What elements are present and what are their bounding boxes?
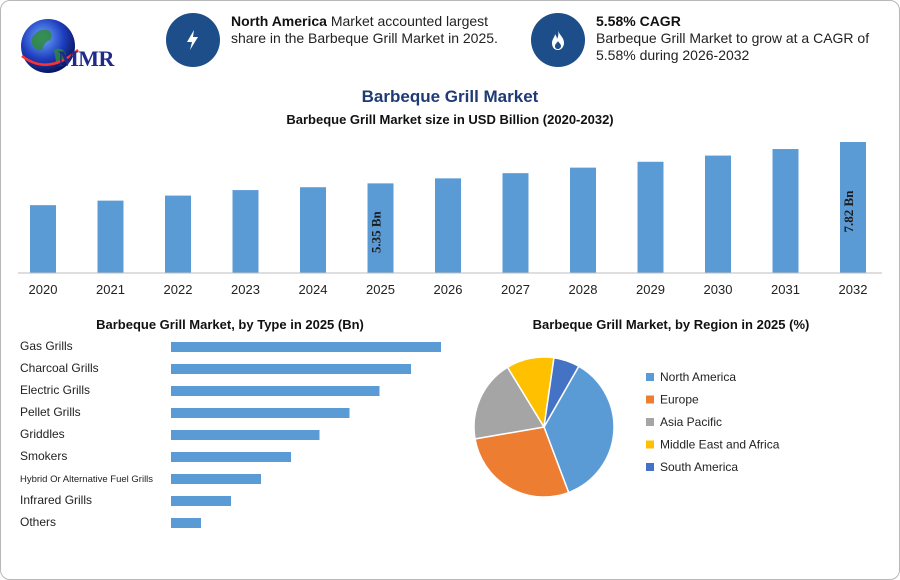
flame-icon: [531, 13, 585, 67]
highlight-text: North America Market accounted largest s…: [231, 13, 506, 47]
type-bar: [171, 342, 441, 352]
x-tick-label: 2022: [164, 282, 193, 297]
bar-2028: [570, 167, 596, 273]
x-tick-label: 2024: [299, 282, 328, 297]
bar-data-label: 7.82 Bn: [841, 190, 856, 233]
type-bar: [171, 386, 380, 396]
x-tick-label: 2020: [29, 282, 58, 297]
bar-2021: [97, 200, 124, 273]
x-tick-label: 2026: [434, 282, 463, 297]
bar-2030: [705, 155, 731, 273]
lightning-icon: [166, 13, 220, 67]
highlight-north-america: North America Market accounted largest s…: [166, 13, 506, 67]
type-label: Gas Grills: [20, 339, 73, 353]
legend-label: South America: [660, 460, 738, 474]
bar-2023: [232, 190, 259, 273]
bar-data-label: 5.35 Bn: [369, 210, 384, 253]
bar-chart-title: Barbeque Grill Market size in USD Billio…: [286, 112, 614, 127]
type-label: Charcoal Grills: [20, 361, 99, 375]
legend-label: North America: [660, 370, 736, 384]
pie-slice: [473, 366, 546, 440]
type-bar: [171, 408, 350, 418]
x-tick-label: 2028: [569, 282, 598, 297]
mmr-logo: [18, 16, 138, 76]
bar-2027: [502, 173, 529, 273]
region-pie-chart: North America Europe Asia Pacific Middle Ea…: [473, 356, 780, 498]
bar-2024: [300, 187, 326, 273]
highlight-text: 5.58% CAGR Barbeque Grill Market to grow…: [596, 13, 876, 64]
region-chart-title: Barbeque Grill Market, by Region in 2025…: [532, 317, 810, 332]
type-chart-title: Barbeque Grill Market, by Type in 2025 (…: [96, 317, 364, 332]
bar-2031: [772, 149, 799, 273]
type-bar: [171, 452, 291, 462]
pie-slice: [543, 356, 580, 428]
legend-swatch: [646, 418, 654, 426]
legend-swatch: [646, 395, 654, 404]
highlight-bold: 5.58% CAGR: [596, 13, 681, 29]
type-label: Griddles: [20, 427, 65, 441]
legend-label: Middle East and Africa: [660, 438, 780, 452]
type-bar: [171, 430, 320, 440]
bar-2025: [367, 183, 394, 273]
x-tick-label: 2032: [839, 282, 868, 297]
type-bar-chart: Gas Grills Charcoal Grills Electric Grills…: [20, 339, 441, 529]
bar-2022: [165, 195, 191, 273]
type-label: Others: [20, 515, 56, 529]
legend-swatch: [646, 440, 654, 449]
bar-2029: [637, 161, 664, 273]
legend-label: Asia Pacific: [660, 415, 722, 429]
bar-2032: [840, 142, 866, 273]
pie-slice: [474, 426, 570, 498]
type-bar: [171, 496, 231, 506]
legend-swatch: [646, 463, 654, 471]
legend-label: Europe: [660, 393, 699, 407]
x-tick-label: 2031: [771, 282, 800, 297]
type-label: Pellet Grills: [20, 405, 81, 419]
x-tick-label: 2030: [704, 282, 733, 297]
type-bar: [171, 518, 201, 528]
type-bar: [171, 364, 411, 374]
logo-text: MMR: [58, 46, 114, 71]
type-label: Smokers: [20, 449, 67, 463]
highlight-body: Barbeque Grill Market to grow at a CAGR …: [596, 30, 870, 63]
type-label: Hybrid Or Alternative Fuel Grills: [20, 474, 153, 485]
type-label: Infrared Grills: [20, 493, 92, 507]
type-bar: [171, 474, 261, 484]
bar-2020: [30, 205, 56, 273]
highlight-body: Market accounted largest share in the Ba…: [231, 13, 498, 46]
page-title: Barbeque Grill Market: [361, 87, 539, 106]
x-tick-label: 2029: [636, 282, 665, 297]
market-size-bar-chart: 2020 2021 2022 2023 2024 2025 5.35 Bn 2026 2027 2…: [18, 142, 882, 297]
highlight-bold: North America: [231, 13, 327, 29]
globe-icon: [21, 19, 79, 73]
bar-2026: [435, 178, 461, 273]
legend-swatch: [646, 373, 654, 381]
highlight-cagr: 5.58% CAGR Barbeque Grill Market to grow…: [531, 13, 876, 67]
type-label: Electric Grills: [20, 383, 90, 397]
x-tick-label: 2021: [96, 282, 125, 297]
x-tick-label: 2023: [231, 282, 260, 297]
x-tick-label: 2027: [501, 282, 530, 297]
x-tick-label: 2025: [366, 282, 395, 297]
